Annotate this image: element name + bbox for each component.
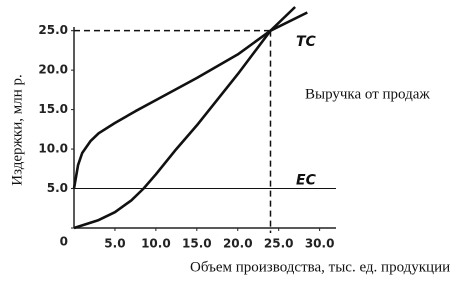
series-label: EC [296, 173, 317, 189]
y-tick-label: 20.0 [38, 63, 68, 77]
x-tick-label: 20.0 [223, 237, 253, 251]
series-label: TC [296, 34, 317, 50]
x-tick-label: 30.0 [305, 237, 335, 251]
x-tick-label: 25.0 [264, 237, 294, 251]
x-tick-label: 5.0 [104, 237, 125, 251]
y-tick-label: 0 [60, 235, 68, 249]
x-axis-label: Объем производства, тыс. ед. продукции [190, 259, 450, 275]
x-tick-label: 15.0 [182, 237, 212, 251]
y-tick-label: 15.0 [38, 102, 68, 116]
y-axis-label: Издержки, млн р. [9, 74, 25, 185]
y-tick-label: 10.0 [38, 142, 68, 156]
y-tick-label: 25.0 [38, 23, 68, 37]
series-line [72, 11, 308, 189]
y-tick-label: 5.0 [47, 181, 68, 195]
series-label: Выручка от продаж [305, 86, 430, 102]
x-tick-label: 10.0 [141, 237, 171, 251]
series-line [73, 6, 297, 230]
